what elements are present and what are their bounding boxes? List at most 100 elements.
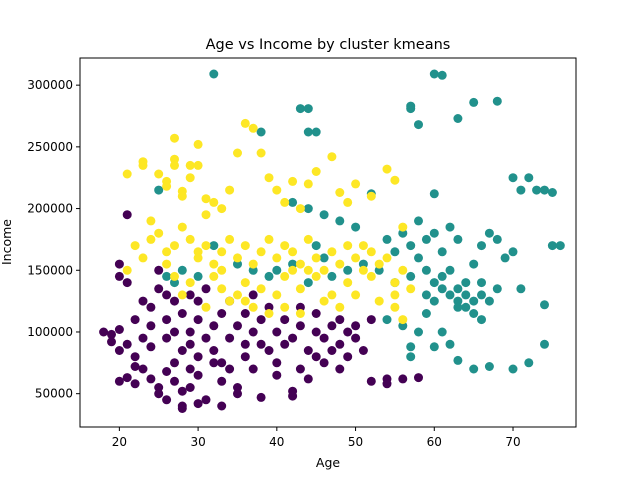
data-point xyxy=(240,339,250,349)
data-point xyxy=(209,197,219,207)
data-point xyxy=(138,364,148,374)
data-point xyxy=(319,253,329,263)
data-point xyxy=(469,296,479,306)
data-point xyxy=(429,228,439,238)
data-point xyxy=(358,259,368,269)
data-point xyxy=(303,104,313,114)
data-point xyxy=(233,383,242,392)
data-point xyxy=(382,234,392,244)
data-point xyxy=(335,259,345,269)
data-point xyxy=(343,197,353,207)
data-point xyxy=(327,152,337,162)
data-point xyxy=(524,358,534,368)
data-point xyxy=(492,284,502,294)
data-point xyxy=(280,241,290,251)
data-point xyxy=(138,296,148,306)
data-point xyxy=(256,392,266,402)
data-point xyxy=(122,265,132,275)
data-point xyxy=(248,265,258,275)
data-point xyxy=(130,315,140,325)
y-tick-label: 200000 xyxy=(27,202,73,216)
data-point xyxy=(547,241,557,251)
data-point xyxy=(508,247,518,257)
data-point xyxy=(162,259,172,269)
x-axis-label: Age xyxy=(316,455,340,470)
data-point xyxy=(358,346,368,355)
data-point xyxy=(122,373,132,383)
plot-frame xyxy=(79,57,577,428)
data-point xyxy=(366,315,376,325)
data-point xyxy=(146,234,156,244)
data-point xyxy=(477,278,486,288)
x-tick-label: 30 xyxy=(190,435,205,449)
data-point xyxy=(540,339,549,349)
data-point xyxy=(477,241,486,251)
data-point xyxy=(225,333,235,343)
data-point xyxy=(272,265,282,275)
data-point xyxy=(319,210,329,220)
data-point xyxy=(264,234,274,244)
data-point xyxy=(453,114,463,123)
x-tick-label: 40 xyxy=(269,435,284,449)
data-point xyxy=(390,278,400,288)
data-point xyxy=(280,197,290,207)
data-point xyxy=(295,104,305,114)
data-point xyxy=(429,189,439,199)
data-point xyxy=(477,315,486,325)
data-point xyxy=(335,315,345,325)
data-point xyxy=(146,374,156,384)
data-point xyxy=(209,321,219,331)
data-point xyxy=(319,296,329,306)
data-point xyxy=(343,278,353,288)
data-point xyxy=(406,352,416,362)
data-point xyxy=(170,154,179,164)
data-point xyxy=(217,247,227,257)
data-point xyxy=(288,197,298,207)
data-point xyxy=(170,278,179,288)
data-point xyxy=(225,364,235,374)
data-point xyxy=(225,185,235,195)
data-point xyxy=(256,247,266,257)
data-point xyxy=(280,315,290,325)
data-point xyxy=(170,133,179,143)
data-point xyxy=(469,97,479,107)
data-point xyxy=(335,339,345,349)
data-point xyxy=(343,241,353,251)
data-point xyxy=(500,253,510,263)
data-point xyxy=(264,309,274,318)
data-point xyxy=(225,234,235,244)
data-point xyxy=(421,234,431,244)
data-point xyxy=(445,222,455,232)
data-point xyxy=(437,271,447,281)
data-point xyxy=(453,234,463,244)
data-point xyxy=(264,302,274,312)
data-point xyxy=(280,271,290,281)
data-point xyxy=(217,265,227,275)
data-point xyxy=(248,364,258,374)
data-point xyxy=(390,247,400,257)
data-point xyxy=(193,253,203,263)
data-point xyxy=(311,253,321,263)
data-point xyxy=(469,309,479,318)
data-point xyxy=(248,123,258,133)
data-point xyxy=(343,327,353,337)
data-point xyxy=(303,204,313,214)
data-point xyxy=(256,339,266,349)
data-point xyxy=(209,241,219,251)
data-point xyxy=(429,69,439,79)
data-point xyxy=(256,148,266,158)
data-point xyxy=(398,222,408,232)
data-point xyxy=(177,191,187,201)
data-point xyxy=(233,259,242,269)
data-point xyxy=(264,271,274,281)
data-point xyxy=(201,302,211,312)
data-point xyxy=(170,327,179,337)
data-point xyxy=(264,346,274,355)
data-point xyxy=(382,315,392,325)
data-point xyxy=(398,374,408,384)
data-point xyxy=(177,309,187,318)
data-point xyxy=(177,386,187,396)
data-point xyxy=(327,321,337,331)
data-point xyxy=(193,352,203,362)
data-point xyxy=(311,352,321,362)
